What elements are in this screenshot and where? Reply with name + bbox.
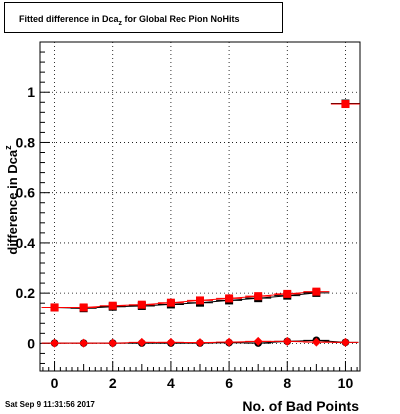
data-point-diamond <box>108 338 118 348</box>
data-point-diamond <box>282 336 292 346</box>
y-tick-label: 0.4 <box>16 235 36 251</box>
data-point-diamond <box>50 338 60 348</box>
y-tick-label: 0 <box>27 335 35 351</box>
chart-title-sub: z <box>118 19 123 27</box>
data-point-diamond <box>311 337 321 347</box>
x-axis-label: No. of Bad Points <box>242 398 359 414</box>
timestamp: Sat Sep 9 11:31:56 2017 <box>5 400 95 409</box>
chart-title-main: Fitted difference in Dca <box>19 14 119 24</box>
data-point-square <box>283 289 292 298</box>
data-point-diamond <box>253 336 263 346</box>
data-point-square <box>225 294 234 303</box>
title-box: Fitted difference in Dcaz for Global Rec… <box>4 2 283 33</box>
y-axis-label-sub: z <box>3 145 13 150</box>
x-tick-label: 8 <box>283 375 291 391</box>
data-point-diamond <box>79 338 89 348</box>
data-point-diamond <box>137 337 147 347</box>
x-tick-label: 4 <box>167 375 175 391</box>
data-point-square <box>137 300 146 309</box>
data-point-square <box>341 100 350 109</box>
data-point-square <box>166 298 175 307</box>
data-point-square <box>50 303 59 312</box>
data-point-square <box>312 287 321 296</box>
data-point-diamond <box>224 337 234 347</box>
data-point-square <box>196 296 204 305</box>
y-tick-label: 0.2 <box>16 285 36 301</box>
data-marks <box>41 99 359 348</box>
y-axis-label: difference in Dcaz <box>3 145 20 255</box>
chart-title: Fitted difference in Dcaz for Global Rec… <box>19 14 240 27</box>
data-point-square <box>108 301 117 310</box>
data-point-diamond <box>340 337 350 347</box>
x-tick-label: 2 <box>109 375 117 391</box>
data-point-square <box>254 292 263 301</box>
fit-line <box>54 292 317 309</box>
data-point-diamond <box>195 338 205 348</box>
data-point-square <box>79 303 88 312</box>
y-tick-label: 0.6 <box>16 185 36 201</box>
chart-title-suffix: for Global Rec Pion NoHits <box>122 14 240 24</box>
data-point-diamond <box>166 337 176 347</box>
x-tick-label: 0 <box>51 375 59 391</box>
x-tick-label: 10 <box>338 375 354 391</box>
fit-line <box>54 291 317 308</box>
y-tick-label: 1 <box>27 84 35 100</box>
plot-frame <box>39 41 361 372</box>
svg-text:difference in Dcaz: difference in Dcaz <box>3 145 20 255</box>
y-tick-label: 0.8 <box>16 134 36 150</box>
x-tick-label: 6 <box>225 375 233 391</box>
y-axis-label-main: difference in Dca <box>5 149 20 255</box>
axes: 0 2 4 6 8 10 0 0.2 0.4 0.6 0.8 1 <box>16 51 358 391</box>
grid-lines <box>40 42 360 371</box>
